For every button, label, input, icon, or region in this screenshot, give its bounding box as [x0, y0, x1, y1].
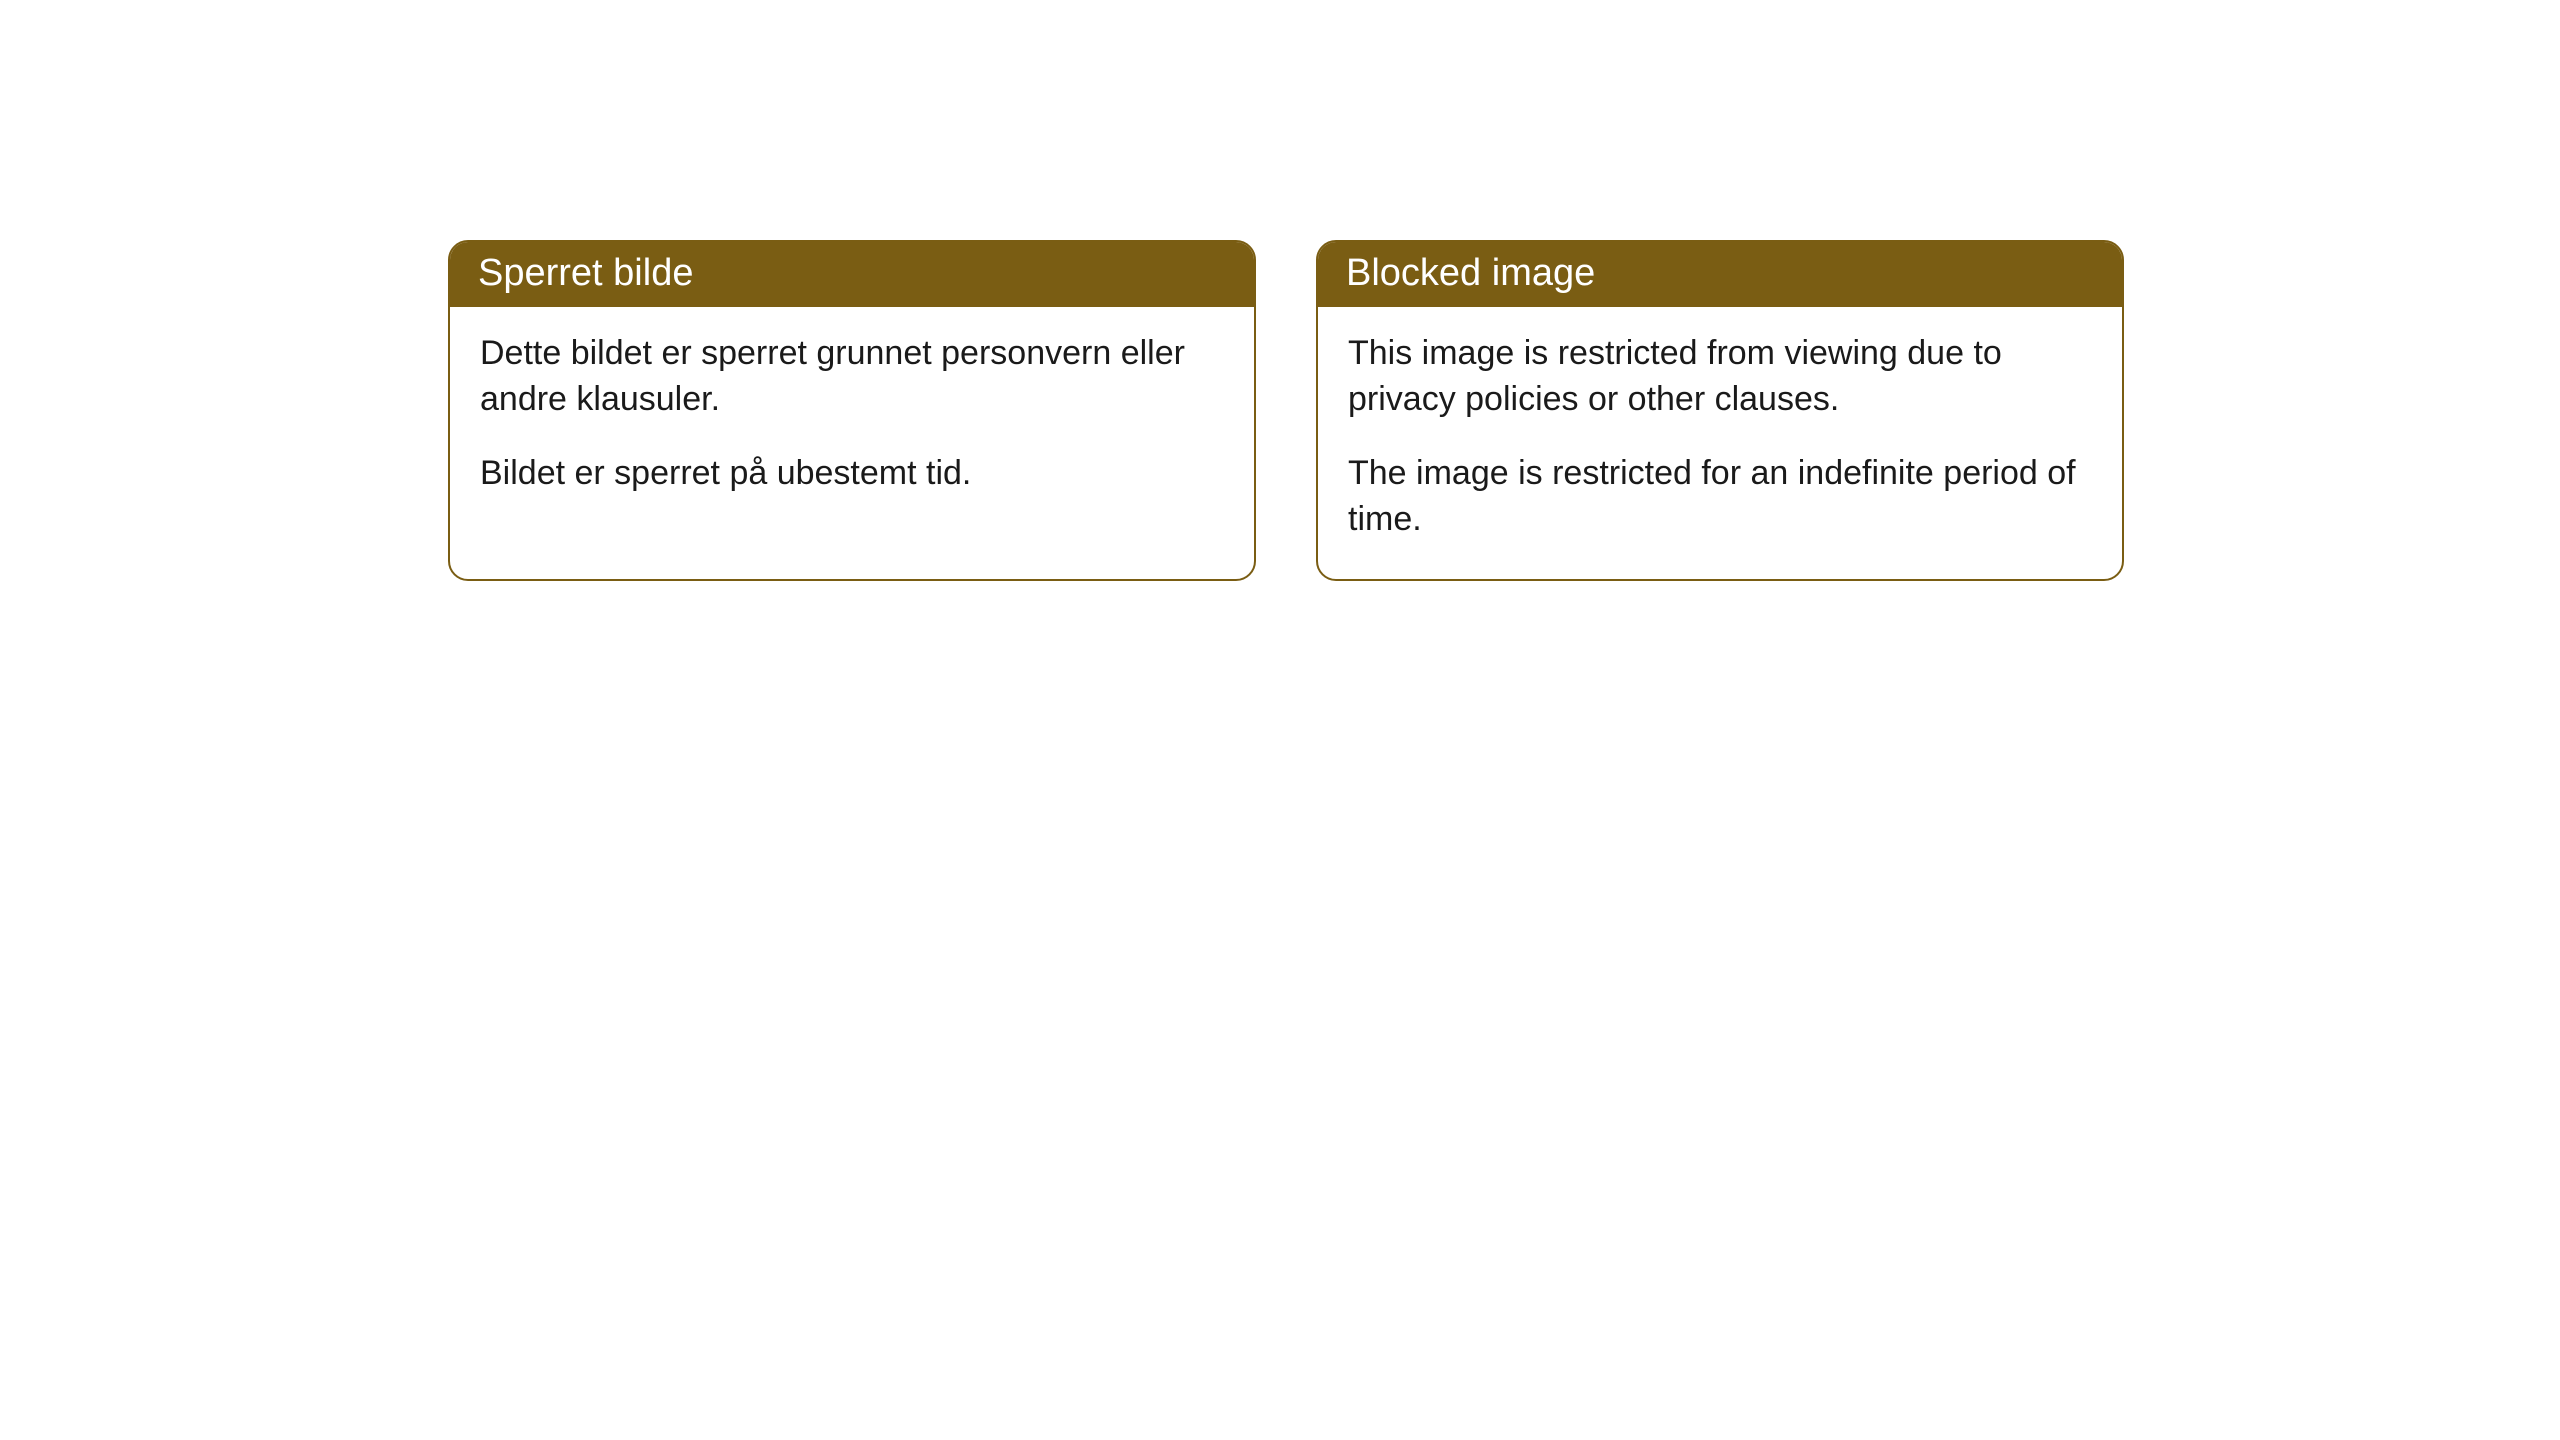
card-title-en: Blocked image: [1346, 252, 1595, 294]
blocked-image-card-en: Blocked image This image is restricted f…: [1316, 240, 2124, 581]
card-paragraph-en-2: The image is restricted for an indefinit…: [1348, 451, 2092, 543]
card-paragraph-no-2: Bildet er sperret på ubestemt tid.: [480, 451, 1224, 497]
card-header-no: Sperret bilde: [450, 242, 1254, 307]
card-paragraph-no-1: Dette bildet er sperret grunnet personve…: [480, 331, 1224, 423]
card-body-no: Dette bildet er sperret grunnet personve…: [450, 307, 1254, 533]
notice-container: Sperret bilde Dette bildet er sperret gr…: [0, 0, 2560, 581]
card-body-en: This image is restricted from viewing du…: [1318, 307, 2122, 579]
card-title-no: Sperret bilde: [478, 252, 693, 294]
card-paragraph-en-1: This image is restricted from viewing du…: [1348, 331, 2092, 423]
blocked-image-card-no: Sperret bilde Dette bildet er sperret gr…: [448, 240, 1256, 581]
card-header-en: Blocked image: [1318, 242, 2122, 307]
